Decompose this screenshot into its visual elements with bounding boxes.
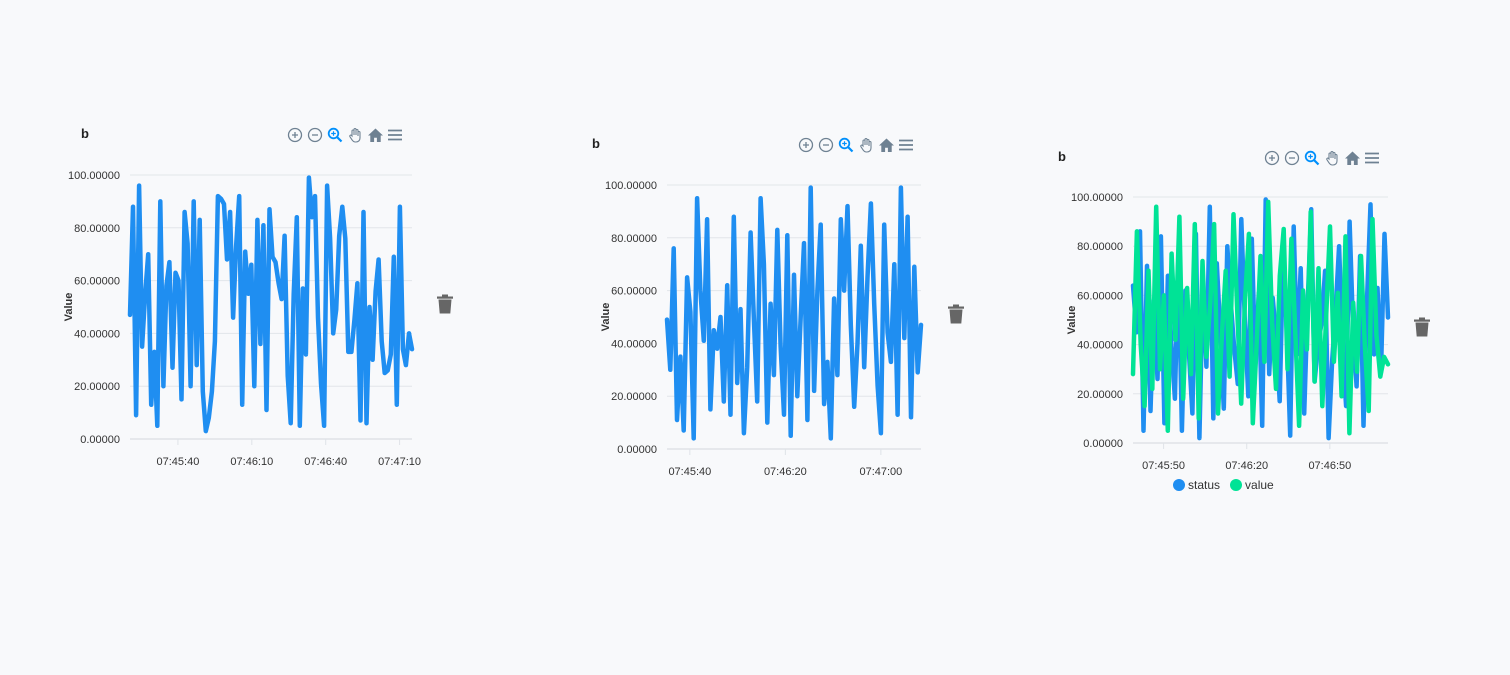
menu-icon[interactable] bbox=[385, 125, 405, 145]
series-line-status bbox=[1130, 197, 1391, 441]
y-tick-label: 0.00000 bbox=[1083, 438, 1123, 450]
series-line-series bbox=[127, 175, 415, 434]
y-tick-label: 40.00000 bbox=[611, 338, 657, 350]
y-tick-label: 20.00000 bbox=[74, 381, 120, 393]
y-tick-label: 40.00000 bbox=[1077, 340, 1123, 352]
menu-icon[interactable] bbox=[1362, 148, 1382, 168]
y-tick-label: 40.00000 bbox=[74, 328, 120, 340]
chart-toolbar bbox=[285, 125, 405, 145]
y-tick-label: 0.00000 bbox=[617, 444, 657, 456]
y-tick-label: 60.00000 bbox=[1077, 290, 1123, 302]
x-tick-label: 07:45:40 bbox=[668, 466, 711, 478]
legend-item-value[interactable]: value bbox=[1230, 478, 1274, 492]
zoom-out-icon[interactable] bbox=[1282, 148, 1302, 168]
home-reset-icon[interactable] bbox=[1342, 148, 1362, 168]
menu-icon[interactable] bbox=[896, 135, 916, 155]
series-line-series bbox=[664, 185, 924, 441]
zoom-selection-icon[interactable] bbox=[1302, 148, 1322, 168]
y-tick-label: 60.00000 bbox=[611, 286, 657, 298]
y-tick-label: 0.00000 bbox=[80, 434, 120, 446]
y-tick-label: 60.00000 bbox=[74, 276, 120, 288]
chart-toolbar bbox=[1262, 148, 1382, 168]
chart-title: b bbox=[1058, 149, 1066, 164]
y-tick-label: 20.00000 bbox=[1077, 389, 1123, 401]
chart-legend: status value bbox=[1173, 478, 1284, 492]
y-axis-label: Value bbox=[600, 303, 612, 332]
zoom-selection-icon[interactable] bbox=[325, 125, 345, 145]
line-chart: 0.00000 20.00000 40.00000 60.00000 80.00000 1… bbox=[63, 170, 421, 468]
y-axis-label: Value bbox=[1066, 306, 1078, 335]
x-tick-label: 07:46:20 bbox=[764, 466, 807, 478]
series-line-value bbox=[1130, 199, 1391, 436]
x-tick-label: 07:47:00 bbox=[859, 466, 902, 478]
y-tick-label: 100.00000 bbox=[605, 180, 657, 192]
pan-hand-icon[interactable] bbox=[1322, 148, 1342, 168]
x-tick-label: 07:45:40 bbox=[157, 456, 200, 468]
zoom-out-icon[interactable] bbox=[305, 125, 325, 145]
x-tick-label: 07:46:10 bbox=[230, 456, 273, 468]
y-tick-label: 20.00000 bbox=[611, 391, 657, 403]
y-tick-label: 80.00000 bbox=[74, 223, 120, 235]
zoom-out-icon[interactable] bbox=[816, 135, 836, 155]
y-tick-label: 80.00000 bbox=[611, 233, 657, 245]
trash-icon[interactable] bbox=[947, 304, 965, 324]
x-tick-label: 07:47:10 bbox=[378, 456, 421, 468]
home-reset-icon[interactable] bbox=[365, 125, 385, 145]
legend-item-status[interactable]: status bbox=[1173, 478, 1220, 492]
pan-hand-icon[interactable] bbox=[856, 135, 876, 155]
x-tick-label: 07:46:20 bbox=[1225, 460, 1268, 472]
line-chart: 0.00000 20.00000 40.00000 60.00000 80.00000 1… bbox=[1066, 192, 1391, 472]
trash-icon[interactable] bbox=[1413, 317, 1431, 337]
zoom-in-icon[interactable] bbox=[796, 135, 816, 155]
legend-label: status bbox=[1188, 478, 1221, 492]
chart-toolbar bbox=[796, 135, 916, 155]
x-tick-label: 07:46:50 bbox=[1308, 460, 1351, 472]
legend-label: value bbox=[1245, 478, 1274, 492]
zoom-selection-icon[interactable] bbox=[836, 135, 856, 155]
pan-hand-icon[interactable] bbox=[345, 125, 365, 145]
home-reset-icon[interactable] bbox=[876, 135, 896, 155]
chart-title: b bbox=[81, 126, 89, 141]
y-tick-label: 80.00000 bbox=[1077, 241, 1123, 253]
legend-marker bbox=[1230, 479, 1243, 491]
line-chart: 0.00000 20.00000 40.00000 60.00000 80.00000 1… bbox=[600, 180, 924, 478]
y-axis-label: Value bbox=[63, 293, 75, 322]
y-tick-label: 100.00000 bbox=[68, 170, 120, 182]
chart-title: b bbox=[592, 136, 600, 151]
y-tick-label: 100.00000 bbox=[1071, 192, 1123, 204]
legend-marker bbox=[1173, 479, 1185, 491]
zoom-in-icon[interactable] bbox=[285, 125, 305, 145]
x-tick-label: 07:46:40 bbox=[304, 456, 347, 468]
x-tick-label: 07:45:50 bbox=[1142, 460, 1185, 472]
zoom-in-icon[interactable] bbox=[1262, 148, 1282, 168]
trash-icon[interactable] bbox=[436, 294, 454, 314]
